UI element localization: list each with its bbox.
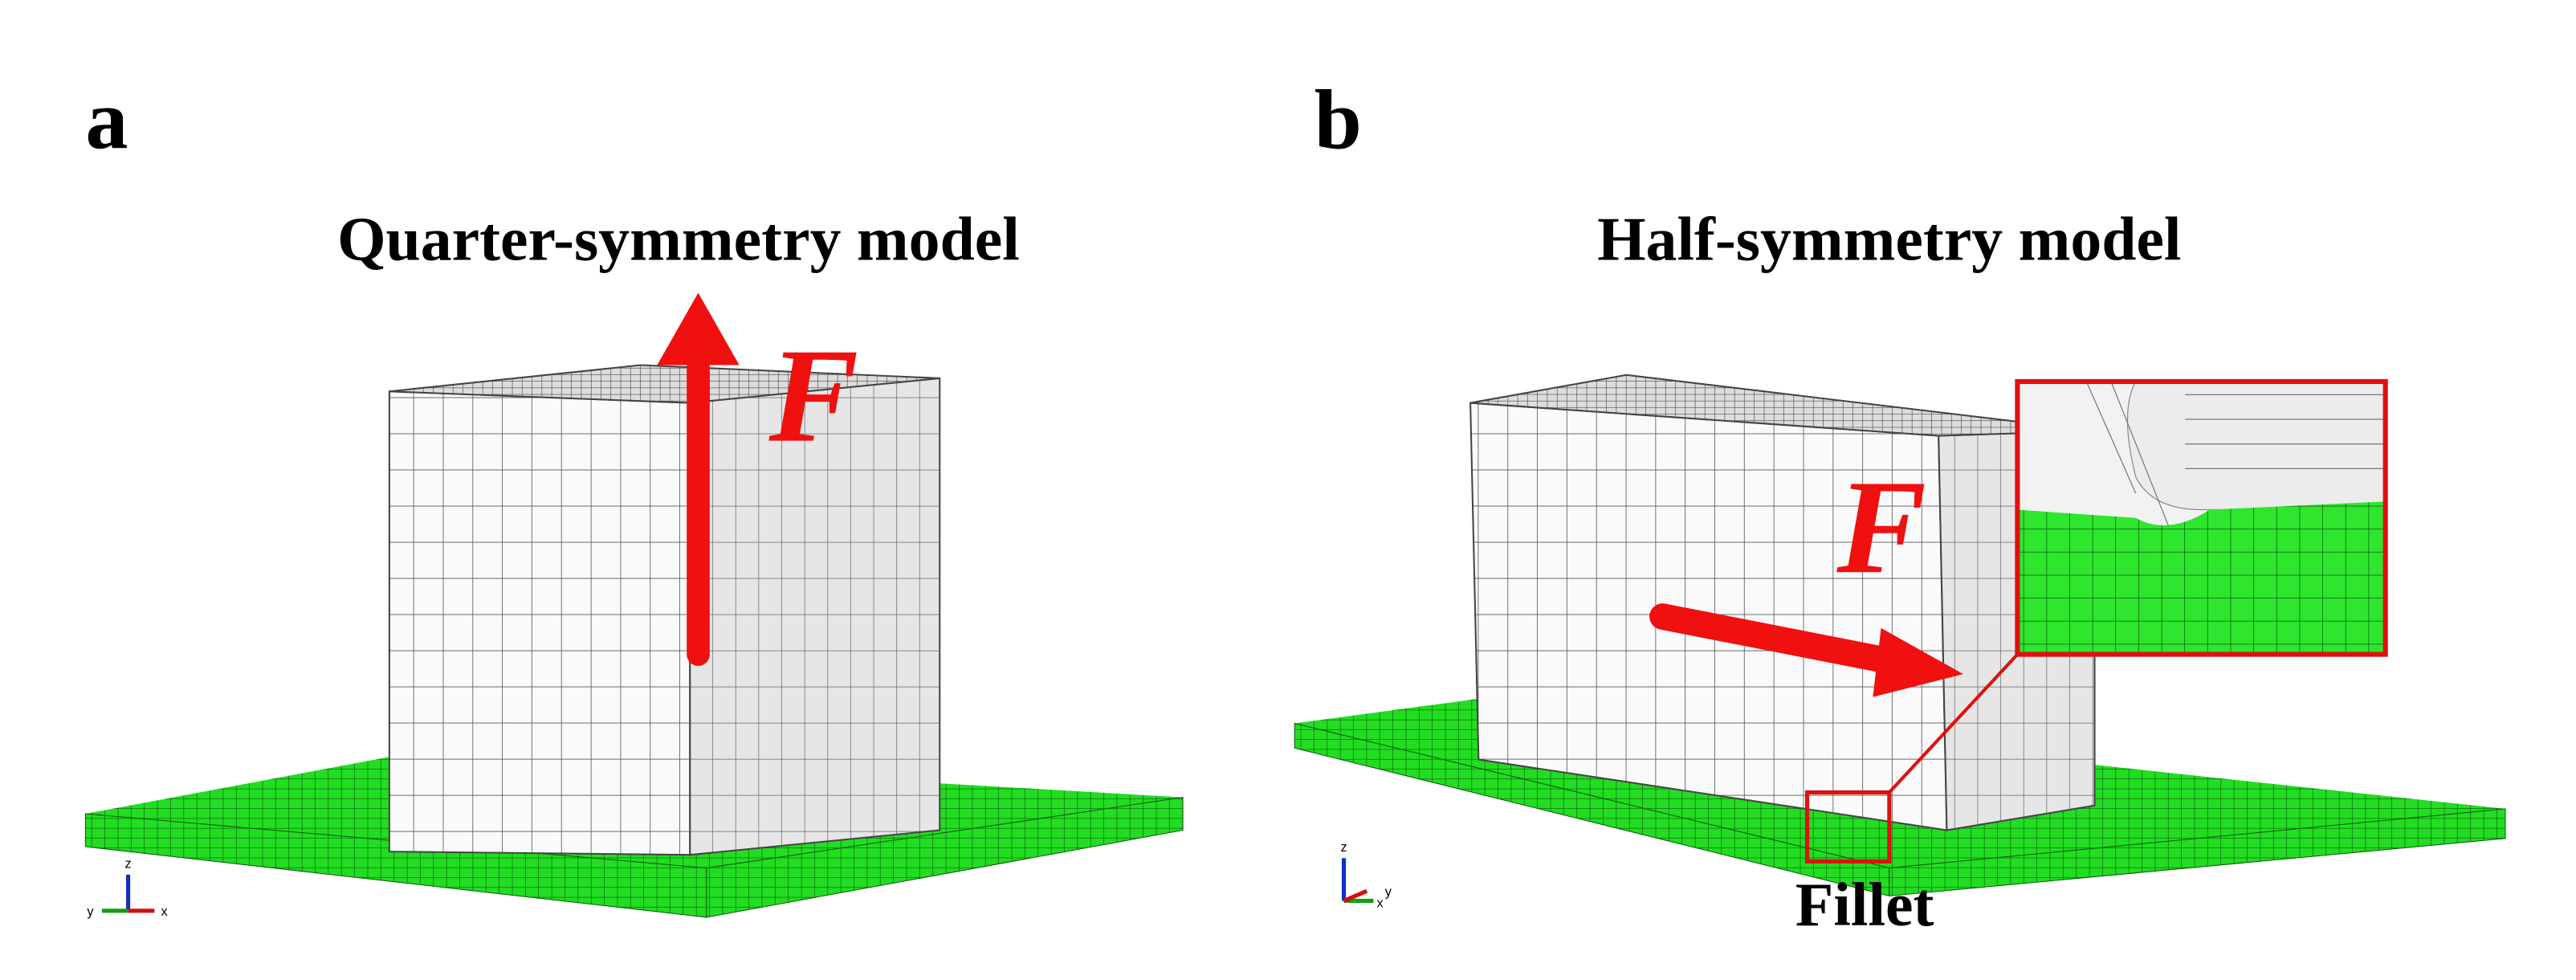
axis-label: z — [1340, 840, 1347, 855]
inset — [2015, 378, 2388, 657]
callout-line — [1888, 653, 2019, 794]
force-label: F — [768, 322, 858, 471]
plate-side — [706, 796, 1184, 918]
block-top — [389, 364, 940, 404]
panel-title: Half-symmetry model — [1597, 205, 2181, 274]
axis-label: y — [1385, 884, 1392, 899]
axis-label: y — [87, 904, 94, 919]
axis-label: x — [161, 904, 167, 919]
arrow-head — [657, 292, 740, 365]
panel-b: b Half-symmetry model F Fillet z x y — [1294, 72, 2506, 939]
block-face — [388, 390, 691, 856]
panel-title: Quarter-symmetry model — [337, 205, 1020, 274]
axis-label: x — [1376, 896, 1383, 911]
panel-label: b — [1314, 72, 1362, 167]
panel-a: a Quarter-symmetry model F z y x — [84, 72, 1184, 919]
panel-label: a — [85, 72, 128, 167]
force-label: F — [1836, 453, 1926, 602]
plate-side — [1889, 808, 2506, 896]
inset-frame — [2015, 378, 2388, 657]
callout-box — [1804, 790, 1892, 864]
axis-triad: z y x — [87, 857, 167, 919]
axis-label: z — [124, 857, 131, 872]
force-arrow — [1649, 603, 1903, 675]
axis-triad: z x y — [1340, 840, 1392, 911]
callout-label: Fillet — [1795, 870, 1934, 939]
